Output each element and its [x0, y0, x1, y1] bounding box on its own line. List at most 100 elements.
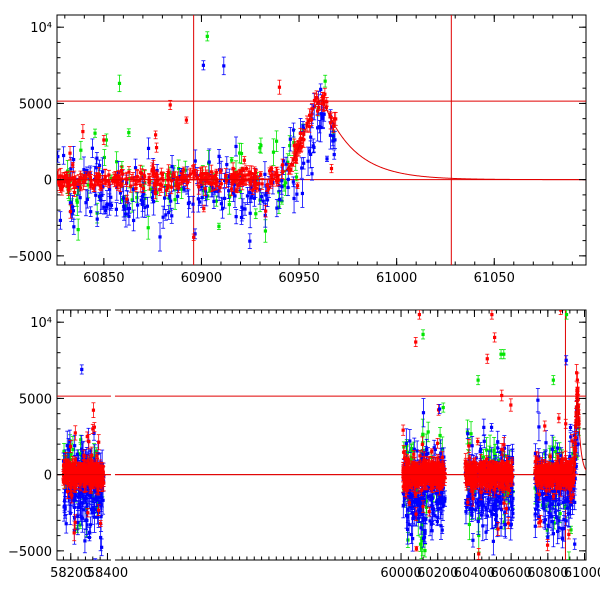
series-0-point: [169, 199, 172, 202]
series-2-point: [154, 192, 157, 195]
series-0-point: [316, 126, 319, 129]
series-0-point: [75, 493, 78, 496]
series-0-point: [440, 499, 443, 502]
series-2-point: [120, 169, 123, 172]
series-2-point: [125, 197, 128, 200]
series-1-point: [71, 448, 74, 451]
series-1-point: [217, 225, 220, 228]
series-2-point: [296, 184, 299, 187]
series-0-point: [176, 195, 179, 198]
series-0-point: [72, 209, 75, 212]
series-0-point: [88, 536, 91, 539]
series-0-point: [96, 218, 99, 221]
series-0-point: [264, 193, 267, 196]
series-0-point: [306, 160, 309, 163]
series-1-point: [469, 432, 472, 435]
series-2-point: [84, 176, 87, 179]
series-0-point: [310, 172, 313, 175]
series-0-point: [420, 513, 423, 516]
series-0-point: [143, 206, 146, 209]
series-0-point: [83, 539, 86, 542]
series-1-point: [77, 228, 80, 231]
plot-area: [57, 305, 586, 583]
series-0-point: [248, 240, 251, 243]
series-2-point: [66, 181, 69, 184]
series-2-point: [100, 180, 103, 183]
series-0-point: [122, 205, 125, 208]
series-2-point: [104, 175, 107, 178]
x-tick-label: 61000: [376, 271, 417, 286]
series-1-point: [324, 80, 327, 83]
series-0-point: [422, 516, 425, 519]
series-0-point: [95, 157, 98, 160]
series-2-point: [218, 186, 221, 189]
series-2-point: [167, 170, 170, 173]
series-0-point: [302, 162, 305, 165]
series-2-point: [185, 118, 188, 121]
series-0-point: [309, 135, 312, 138]
outlier-point: [102, 138, 105, 141]
series-0-point: [422, 537, 425, 540]
series-1-point: [275, 140, 278, 143]
series-0-point: [62, 154, 65, 157]
series-2-point: [112, 176, 115, 179]
series-2-point: [325, 100, 328, 103]
series-2-point: [147, 176, 150, 179]
series-0-point: [222, 64, 225, 67]
series-1-point: [93, 132, 96, 135]
bottom-panel: 5820058400600006020060400606006080061000…: [8, 305, 600, 583]
series-2-point: [197, 185, 200, 188]
outlier-point: [202, 64, 205, 67]
series-1-point: [423, 549, 426, 552]
series-1-point: [427, 430, 430, 433]
series-0-point: [280, 185, 283, 188]
series-2-point: [277, 178, 280, 181]
series-2-point: [71, 163, 74, 166]
series-0-point: [72, 225, 75, 228]
x-tick-label: 60950: [278, 271, 319, 286]
series-2-point: [259, 173, 262, 176]
series-0-point: [264, 214, 267, 217]
series-2-point: [172, 173, 175, 176]
series-2-point: [254, 176, 257, 179]
series-0-point: [158, 235, 161, 238]
series-2-point: [99, 184, 102, 187]
outlier-point: [169, 103, 172, 106]
series-0-point: [262, 200, 265, 203]
series-0-point: [411, 537, 414, 540]
series-0-point: [152, 200, 155, 203]
series-0-point: [208, 160, 211, 163]
series-0-point: [126, 207, 129, 210]
series-0-point: [194, 159, 197, 162]
series-0-point: [421, 519, 424, 522]
series-0-point: [309, 153, 312, 156]
series-0-point: [249, 212, 252, 215]
series-0-point: [69, 512, 72, 515]
series-0-point: [183, 188, 186, 191]
series-2-point: [308, 125, 311, 128]
x-tick-label: 60850: [83, 271, 124, 286]
series-0-point: [72, 158, 75, 161]
series-0-point: [212, 200, 215, 203]
series-2-point: [161, 173, 164, 176]
series-0-point: [405, 442, 408, 445]
series-1-point: [284, 181, 287, 184]
x-tick-label: 60900: [181, 271, 222, 286]
series-0-point: [65, 522, 68, 525]
series-1-point: [147, 226, 150, 229]
series-0-point: [99, 199, 102, 202]
series-2-point: [248, 170, 251, 173]
series-0-point: [430, 529, 433, 532]
series-2-point: [334, 117, 337, 120]
series-0-point: [333, 153, 336, 156]
series-0-point: [441, 529, 444, 532]
series-0-point: [422, 411, 425, 414]
series-0-point: [408, 439, 411, 442]
series-1-point: [173, 198, 176, 201]
series-0-point: [248, 191, 251, 194]
series-2-point: [188, 174, 191, 177]
plot-area: [56, 15, 586, 265]
series-2-point: [162, 179, 165, 182]
series-2-point: [136, 175, 139, 178]
